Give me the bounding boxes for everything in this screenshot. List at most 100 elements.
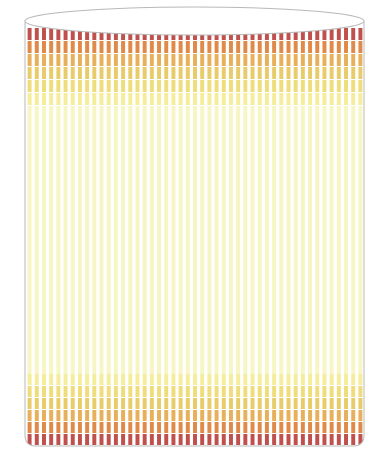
stripe-segment bbox=[34, 28, 39, 40]
stripe-column bbox=[351, 28, 356, 445]
stripe-segment bbox=[228, 386, 233, 397]
stripe-column bbox=[308, 28, 313, 445]
stripe-segment bbox=[42, 67, 46, 79]
stripe-segment bbox=[228, 422, 233, 433]
stripe-segment bbox=[77, 80, 82, 92]
stripe-segment bbox=[308, 80, 313, 92]
stripe-segment bbox=[300, 93, 305, 105]
stripe-segment bbox=[99, 434, 104, 445]
stripe-segment bbox=[207, 54, 212, 66]
cylinder-top-ellipse bbox=[24, 6, 365, 36]
stripe-segment bbox=[164, 398, 169, 409]
stripe-segment bbox=[164, 386, 169, 397]
stripe-column bbox=[135, 28, 140, 445]
stripe-segment bbox=[149, 80, 154, 92]
stripe-segment bbox=[336, 93, 341, 105]
stripe-segment bbox=[207, 410, 212, 421]
stripe-segment bbox=[149, 386, 154, 397]
stripe-segment bbox=[272, 41, 277, 53]
stripe-segment bbox=[56, 80, 61, 92]
stripe-segment bbox=[113, 93, 118, 105]
stripe-segment bbox=[99, 41, 104, 53]
stripe-segment bbox=[171, 41, 176, 53]
stripe-segment bbox=[336, 410, 341, 421]
stripe-segment bbox=[228, 93, 233, 105]
stripe-segment bbox=[207, 41, 212, 53]
stripe-segment bbox=[113, 106, 118, 374]
stripe-segment bbox=[106, 374, 111, 385]
stripe-segment bbox=[92, 434, 97, 445]
stripe-segment bbox=[185, 93, 190, 105]
stripe-segment bbox=[164, 434, 169, 445]
stripe-segment bbox=[286, 67, 291, 79]
stripe-segment bbox=[279, 106, 284, 374]
stripe-segment bbox=[351, 398, 356, 409]
stripe-segment bbox=[113, 422, 118, 433]
stripe-segment bbox=[286, 434, 291, 445]
stripe-segment bbox=[121, 54, 126, 66]
stripe-segment bbox=[272, 80, 277, 92]
stripe-segment bbox=[70, 67, 75, 79]
stripe-segment bbox=[315, 28, 320, 40]
stripe-segment bbox=[214, 106, 219, 374]
stripe-segment bbox=[56, 28, 61, 40]
stripe-segment bbox=[286, 374, 291, 385]
stripe-segment bbox=[113, 67, 118, 79]
stripe-segment bbox=[329, 106, 334, 374]
stripe-segment bbox=[243, 374, 248, 385]
stripe-segment bbox=[228, 374, 233, 385]
stripe-segment bbox=[70, 106, 75, 374]
stripe-segment bbox=[257, 374, 262, 385]
stripe-segment bbox=[70, 398, 75, 409]
stripe-segment bbox=[279, 54, 284, 66]
stripe-segment bbox=[286, 54, 291, 66]
stripe-segment bbox=[49, 41, 54, 53]
stripe-segment bbox=[135, 422, 140, 433]
stripe-segment bbox=[171, 434, 176, 445]
stripe-segment bbox=[336, 80, 341, 92]
stripe-column bbox=[286, 28, 291, 445]
stripe-segment bbox=[207, 67, 212, 79]
stripe-column bbox=[49, 28, 54, 445]
stripe-segment bbox=[157, 386, 162, 397]
stripe-segment bbox=[106, 410, 111, 421]
stripe-segment bbox=[178, 386, 183, 397]
stripe-segment bbox=[34, 67, 39, 79]
stripe-segment bbox=[42, 41, 46, 53]
stripe-segment bbox=[42, 93, 46, 105]
stripe-segment bbox=[200, 80, 205, 92]
stripe-segment bbox=[85, 374, 90, 385]
stripe-segment bbox=[221, 80, 226, 92]
stripe-segment bbox=[293, 41, 298, 53]
stripe-segment bbox=[293, 80, 298, 92]
stripe-segment bbox=[207, 80, 212, 92]
stripe-segment bbox=[322, 28, 327, 40]
stripe-segment bbox=[308, 398, 313, 409]
stripe-segment bbox=[49, 434, 54, 445]
stripe-segment bbox=[322, 93, 327, 105]
stripe-segment bbox=[300, 41, 305, 53]
stripe-segment bbox=[207, 434, 212, 445]
stripe-segment bbox=[293, 410, 298, 421]
stripe-segment bbox=[85, 386, 90, 397]
stripe-segment bbox=[106, 422, 111, 433]
stripe-segment bbox=[121, 422, 126, 433]
stripe-segment bbox=[27, 106, 32, 374]
stripe-segment bbox=[85, 398, 90, 409]
stripe-segment bbox=[128, 434, 133, 445]
stripe-segment bbox=[336, 54, 341, 66]
stripe-segment bbox=[344, 374, 348, 385]
stripe-segment bbox=[34, 54, 39, 66]
stripe-segment bbox=[56, 41, 61, 53]
stripe-segment bbox=[27, 93, 32, 105]
stripe-segment bbox=[56, 434, 61, 445]
stripe-segment bbox=[315, 54, 320, 66]
stripe-segment bbox=[315, 374, 320, 385]
stripe-segment bbox=[157, 93, 162, 105]
stripe-segment bbox=[286, 41, 291, 53]
stripe-segment bbox=[128, 67, 133, 79]
stripe-column bbox=[243, 28, 248, 445]
stripe-segment bbox=[164, 54, 169, 66]
stripe-segment bbox=[293, 386, 298, 397]
